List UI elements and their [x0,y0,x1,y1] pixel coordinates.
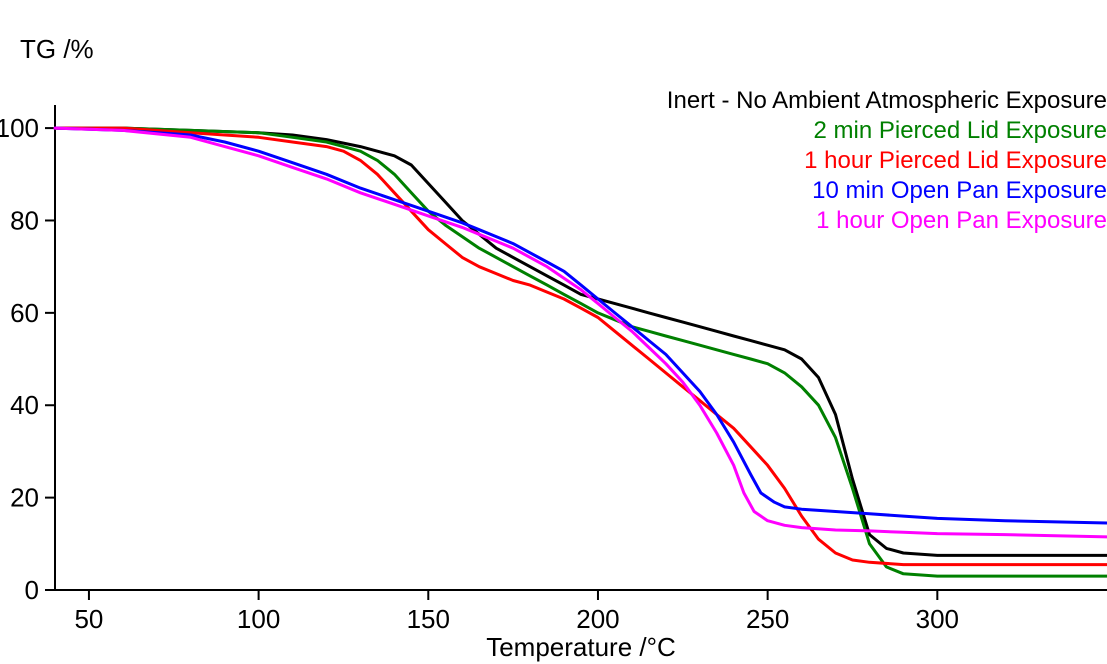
y-tick-label: 100 [0,113,39,143]
y-tick-label: 60 [10,298,39,328]
tg-chart: 50 100 150 200 250 300 0 20 40 60 80 100 TG /% Temper… [0,0,1107,664]
legend-label: 1 hour Pierced Lid Exposure [804,147,1107,174]
y-tick-label: 0 [25,575,39,605]
legend-label: 2 min Pierced Lid Exposure [814,117,1107,144]
x-tick-label: 250 [746,604,789,634]
x-axis-label: Temperature /°C [486,632,676,662]
x-tick-label: 300 [916,604,959,634]
legend-label: 1 hour Open Pan Exposure [816,207,1107,234]
y-axis-label: TG /% [20,34,94,64]
legend-label: 10 min Open Pan Exposure [812,177,1107,204]
y-tick-label: 80 [10,205,39,235]
x-tick-label: 200 [576,604,619,634]
x-tick-label: 150 [407,604,450,634]
y-tick-label: 20 [10,483,39,513]
legend-label: Inert - No Ambient Atmospheric Exposure [667,87,1107,114]
x-tick-label: 50 [74,604,103,634]
y-tick-label: 40 [10,390,39,420]
x-tick-label: 100 [237,604,280,634]
